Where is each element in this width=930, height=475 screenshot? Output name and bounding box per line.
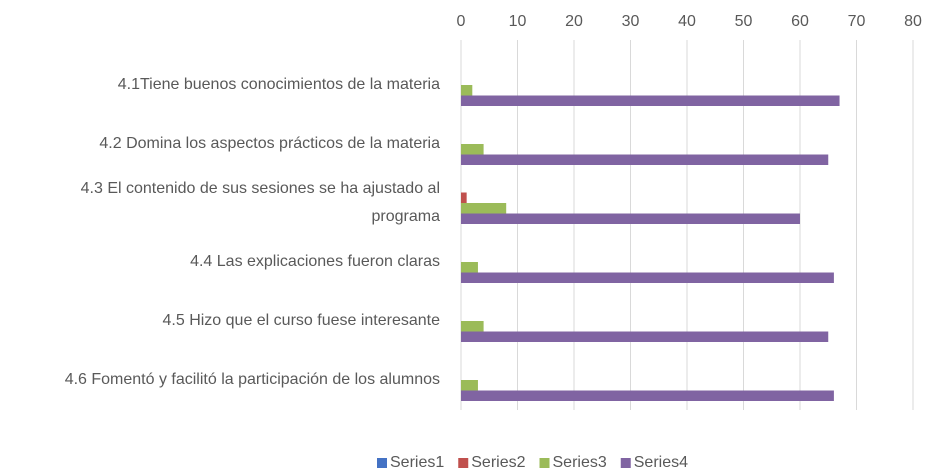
x-tick-label: 20 — [565, 13, 583, 30]
legend-label: Series2 — [471, 454, 525, 471]
x-tick-label: 0 — [457, 13, 466, 30]
legend-swatch — [539, 458, 550, 468]
category-label: 4.5 Hizo que el curso fuese interesante — [163, 312, 441, 329]
bar — [461, 321, 484, 332]
bar — [461, 262, 478, 273]
bar — [461, 144, 484, 155]
bar — [461, 85, 473, 96]
legend-swatch — [377, 458, 387, 468]
legend-label: Series4 — [634, 454, 688, 471]
category-label: 4.6 Fomentó y facilitó la participación … — [65, 371, 440, 388]
bar — [461, 95, 840, 106]
legend-label: Series3 — [553, 454, 607, 471]
bar — [461, 390, 834, 401]
x-tick-label: 40 — [678, 13, 696, 30]
x-tick-label: 50 — [735, 13, 753, 30]
x-tick-label: 80 — [904, 13, 922, 30]
category-label: 4.3 El contenido de sus sesiones se ha a… — [81, 180, 440, 225]
x-tick-label: 10 — [509, 13, 527, 30]
bar — [461, 203, 507, 214]
x-tick-label: 60 — [791, 13, 809, 30]
legend-swatch — [458, 458, 469, 468]
category-label: 4.1Tiene buenos conocimientos de la mate… — [118, 76, 440, 93]
x-tick-label: 30 — [622, 13, 640, 30]
legend-label: Series1 — [390, 454, 444, 471]
x-tick-label: 70 — [848, 13, 866, 30]
bar — [461, 154, 829, 165]
bar — [461, 272, 834, 283]
legend-swatch — [620, 458, 631, 468]
bar — [461, 380, 478, 391]
bar — [461, 192, 467, 203]
category-label: 4.4 Las explicaciones fueron claras — [190, 253, 440, 270]
bar — [461, 331, 829, 342]
category-label: 4.2 Domina los aspectos prácticos de la … — [99, 135, 440, 152]
bar — [461, 213, 800, 224]
